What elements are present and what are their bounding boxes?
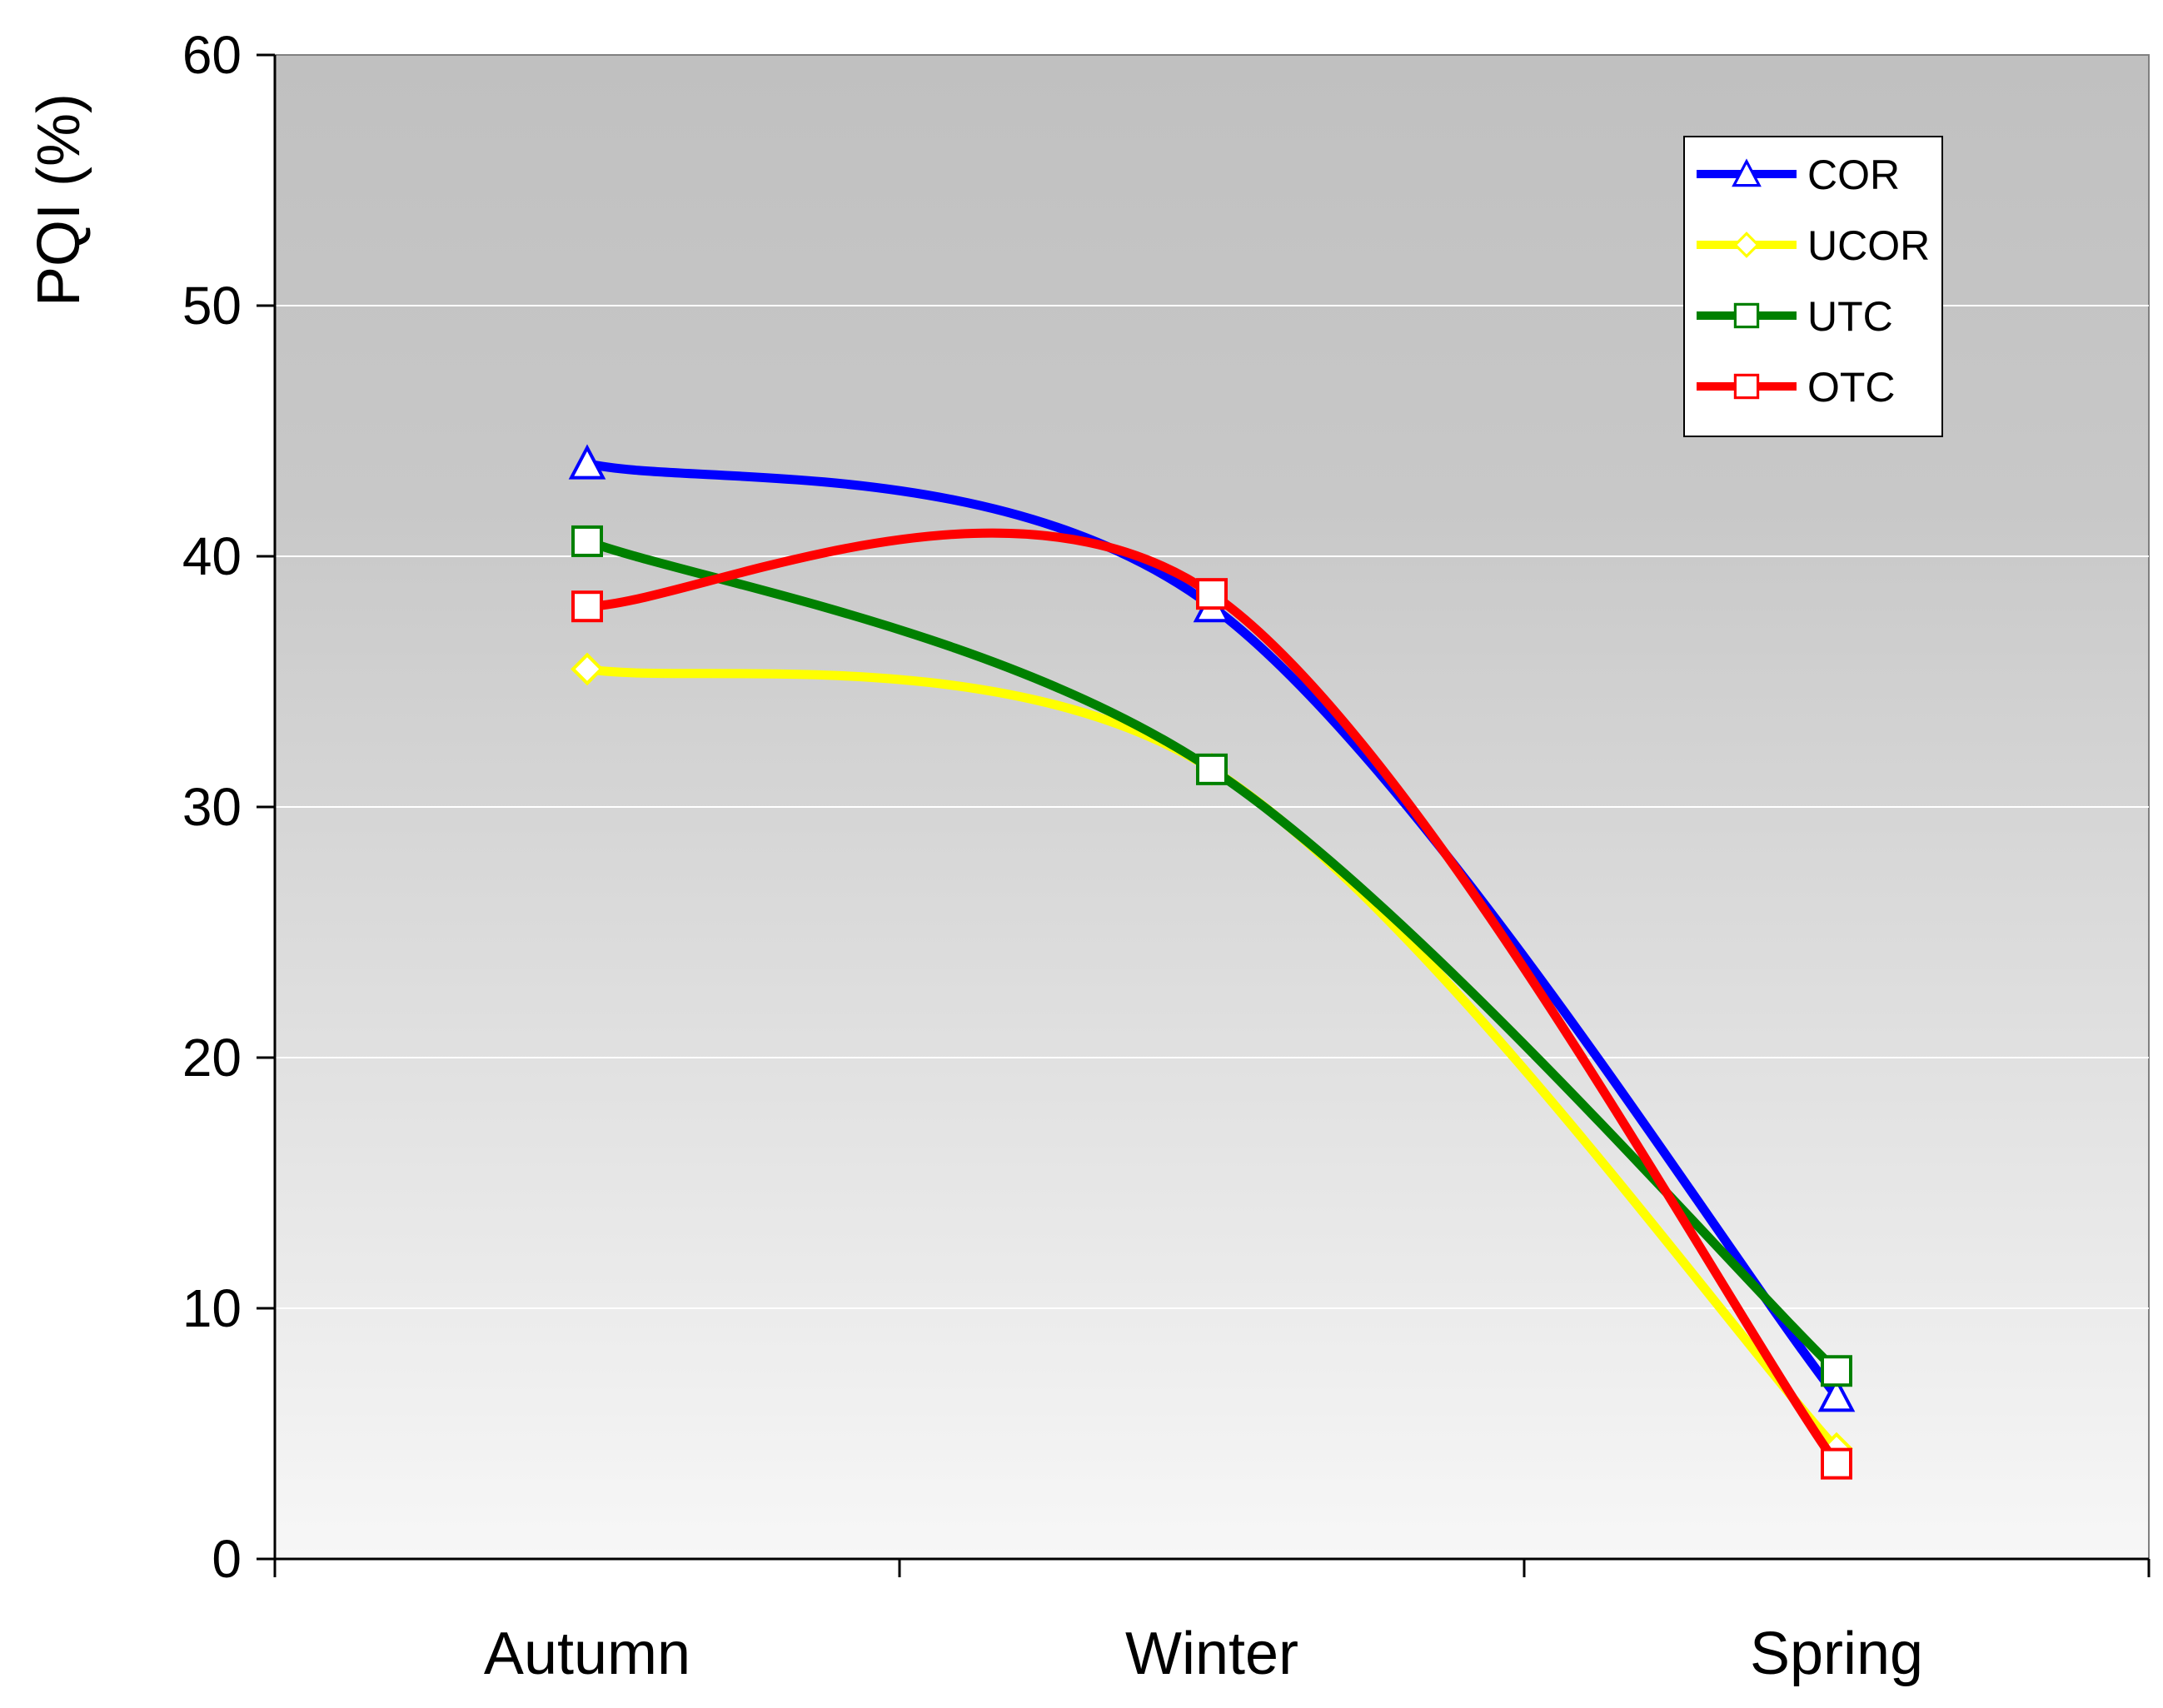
data-point-otc-winter: [1196, 578, 1228, 610]
series-utc: [571, 525, 1852, 1387]
y-tick-label: 30: [182, 777, 242, 837]
data-point-utc-winter: [1196, 753, 1228, 785]
data-point-utc-spring: [1821, 1355, 1852, 1387]
data-point-cor-autumn: [568, 444, 606, 480]
data-point-utc-autumn: [571, 525, 603, 557]
legend-marker-utc: [1733, 302, 1760, 329]
y-tick-label: 20: [182, 1028, 242, 1088]
y-axis-title: PQI (%): [26, 93, 92, 306]
legend-label-otc: OTC: [1807, 364, 1896, 411]
series-layer: [568, 444, 1856, 1480]
axes: [257, 53, 2151, 1577]
legend-marker-ucor: [1733, 232, 1760, 258]
series-line-utc: [582, 536, 1842, 1376]
series-line-cor: [582, 459, 1842, 1401]
y-tick-label: 60: [182, 25, 242, 85]
y-tick-label: 50: [182, 276, 242, 336]
legend-item-utc: UTC: [1697, 293, 1893, 340]
legend: COR UCOR UTC OTC: [1683, 136, 1943, 437]
legend-item-cor: COR: [1697, 152, 1900, 198]
y-tick-label: 10: [182, 1278, 242, 1338]
series-line-otc: [582, 528, 1842, 1469]
data-point-ucor-autumn: [571, 652, 604, 686]
legend-item-otc: OTC: [1697, 364, 1896, 411]
data-point-cor-spring: [1817, 1377, 1856, 1412]
x-tick-label-winter: Winter: [1125, 1621, 1298, 1687]
y-tick-label: 40: [182, 526, 242, 586]
x-tick-labels: Autumn Winter Spring: [484, 1621, 1923, 1687]
x-tick-label-spring: Spring: [1750, 1621, 1923, 1687]
legend-marker-cor: [1732, 158, 1762, 187]
legend-marker-otc: [1733, 373, 1760, 400]
y-tick-label: 0: [212, 1529, 242, 1589]
data-point-otc-spring: [1821, 1447, 1852, 1480]
legend-label-cor: COR: [1807, 152, 1900, 198]
legend-label-utc: UTC: [1807, 293, 1893, 340]
series-otc: [571, 528, 1852, 1480]
legend-label-ucor: UCOR: [1807, 222, 1930, 269]
data-point-otc-autumn: [571, 590, 603, 623]
legend-item-ucor: UCOR: [1697, 222, 1930, 269]
x-tick-label-autumn: Autumn: [484, 1621, 690, 1687]
y-tick-labels: 0 10 20 30 40 50 60: [182, 25, 242, 1589]
